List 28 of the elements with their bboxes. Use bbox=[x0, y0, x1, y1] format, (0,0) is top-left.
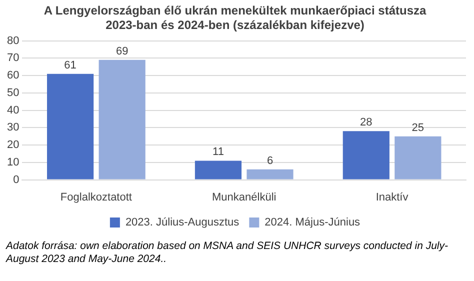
legend-label: 2023. Július-Augusztus bbox=[125, 216, 240, 229]
chart-title: A Lengyelországban élő ukrán menekültek munkaerőpiaci státusza 2023-ban és 2024-ben (százalékban kifejezve) bbox=[44, 4, 426, 32]
data-label: 11 bbox=[212, 146, 224, 158]
y-tick-label: 20 bbox=[6, 139, 20, 152]
x-tick-label: Munkanélküli bbox=[212, 191, 276, 204]
data-label: 69 bbox=[116, 45, 128, 58]
y-tick-label: 30 bbox=[6, 122, 20, 134]
x-tick-label: Inaktív bbox=[376, 191, 409, 204]
data-label: 61 bbox=[64, 59, 76, 72]
bar bbox=[98, 60, 146, 180]
y-tick-label: 80 bbox=[6, 34, 20, 47]
y-tick-label: 60 bbox=[6, 70, 20, 82]
legend-label: 2024. Május-Június bbox=[264, 216, 361, 229]
y-tick-label: 0 bbox=[13, 174, 20, 186]
bar bbox=[47, 74, 94, 180]
bar bbox=[342, 131, 390, 180]
y-tick-label: 40 bbox=[6, 104, 20, 116]
y-tick-label: 70 bbox=[6, 52, 20, 64]
data-label: 6 bbox=[266, 154, 274, 167]
x-tick-label: Foglalkoztatott bbox=[60, 191, 132, 204]
bar bbox=[394, 136, 442, 180]
y-tick-label: 10 bbox=[6, 156, 20, 168]
data-label: 25 bbox=[412, 122, 424, 134]
text: Adatok forrása: own elaboration based on MSNA and SEIS UNHCR surveys conducted in July-August 2023 and May-June 2024.. bbox=[4, 239, 449, 266]
bar bbox=[246, 169, 294, 180]
bar bbox=[194, 160, 242, 180]
data-label: 28 bbox=[360, 116, 372, 129]
y-tick-label: 50 bbox=[6, 86, 20, 99]
